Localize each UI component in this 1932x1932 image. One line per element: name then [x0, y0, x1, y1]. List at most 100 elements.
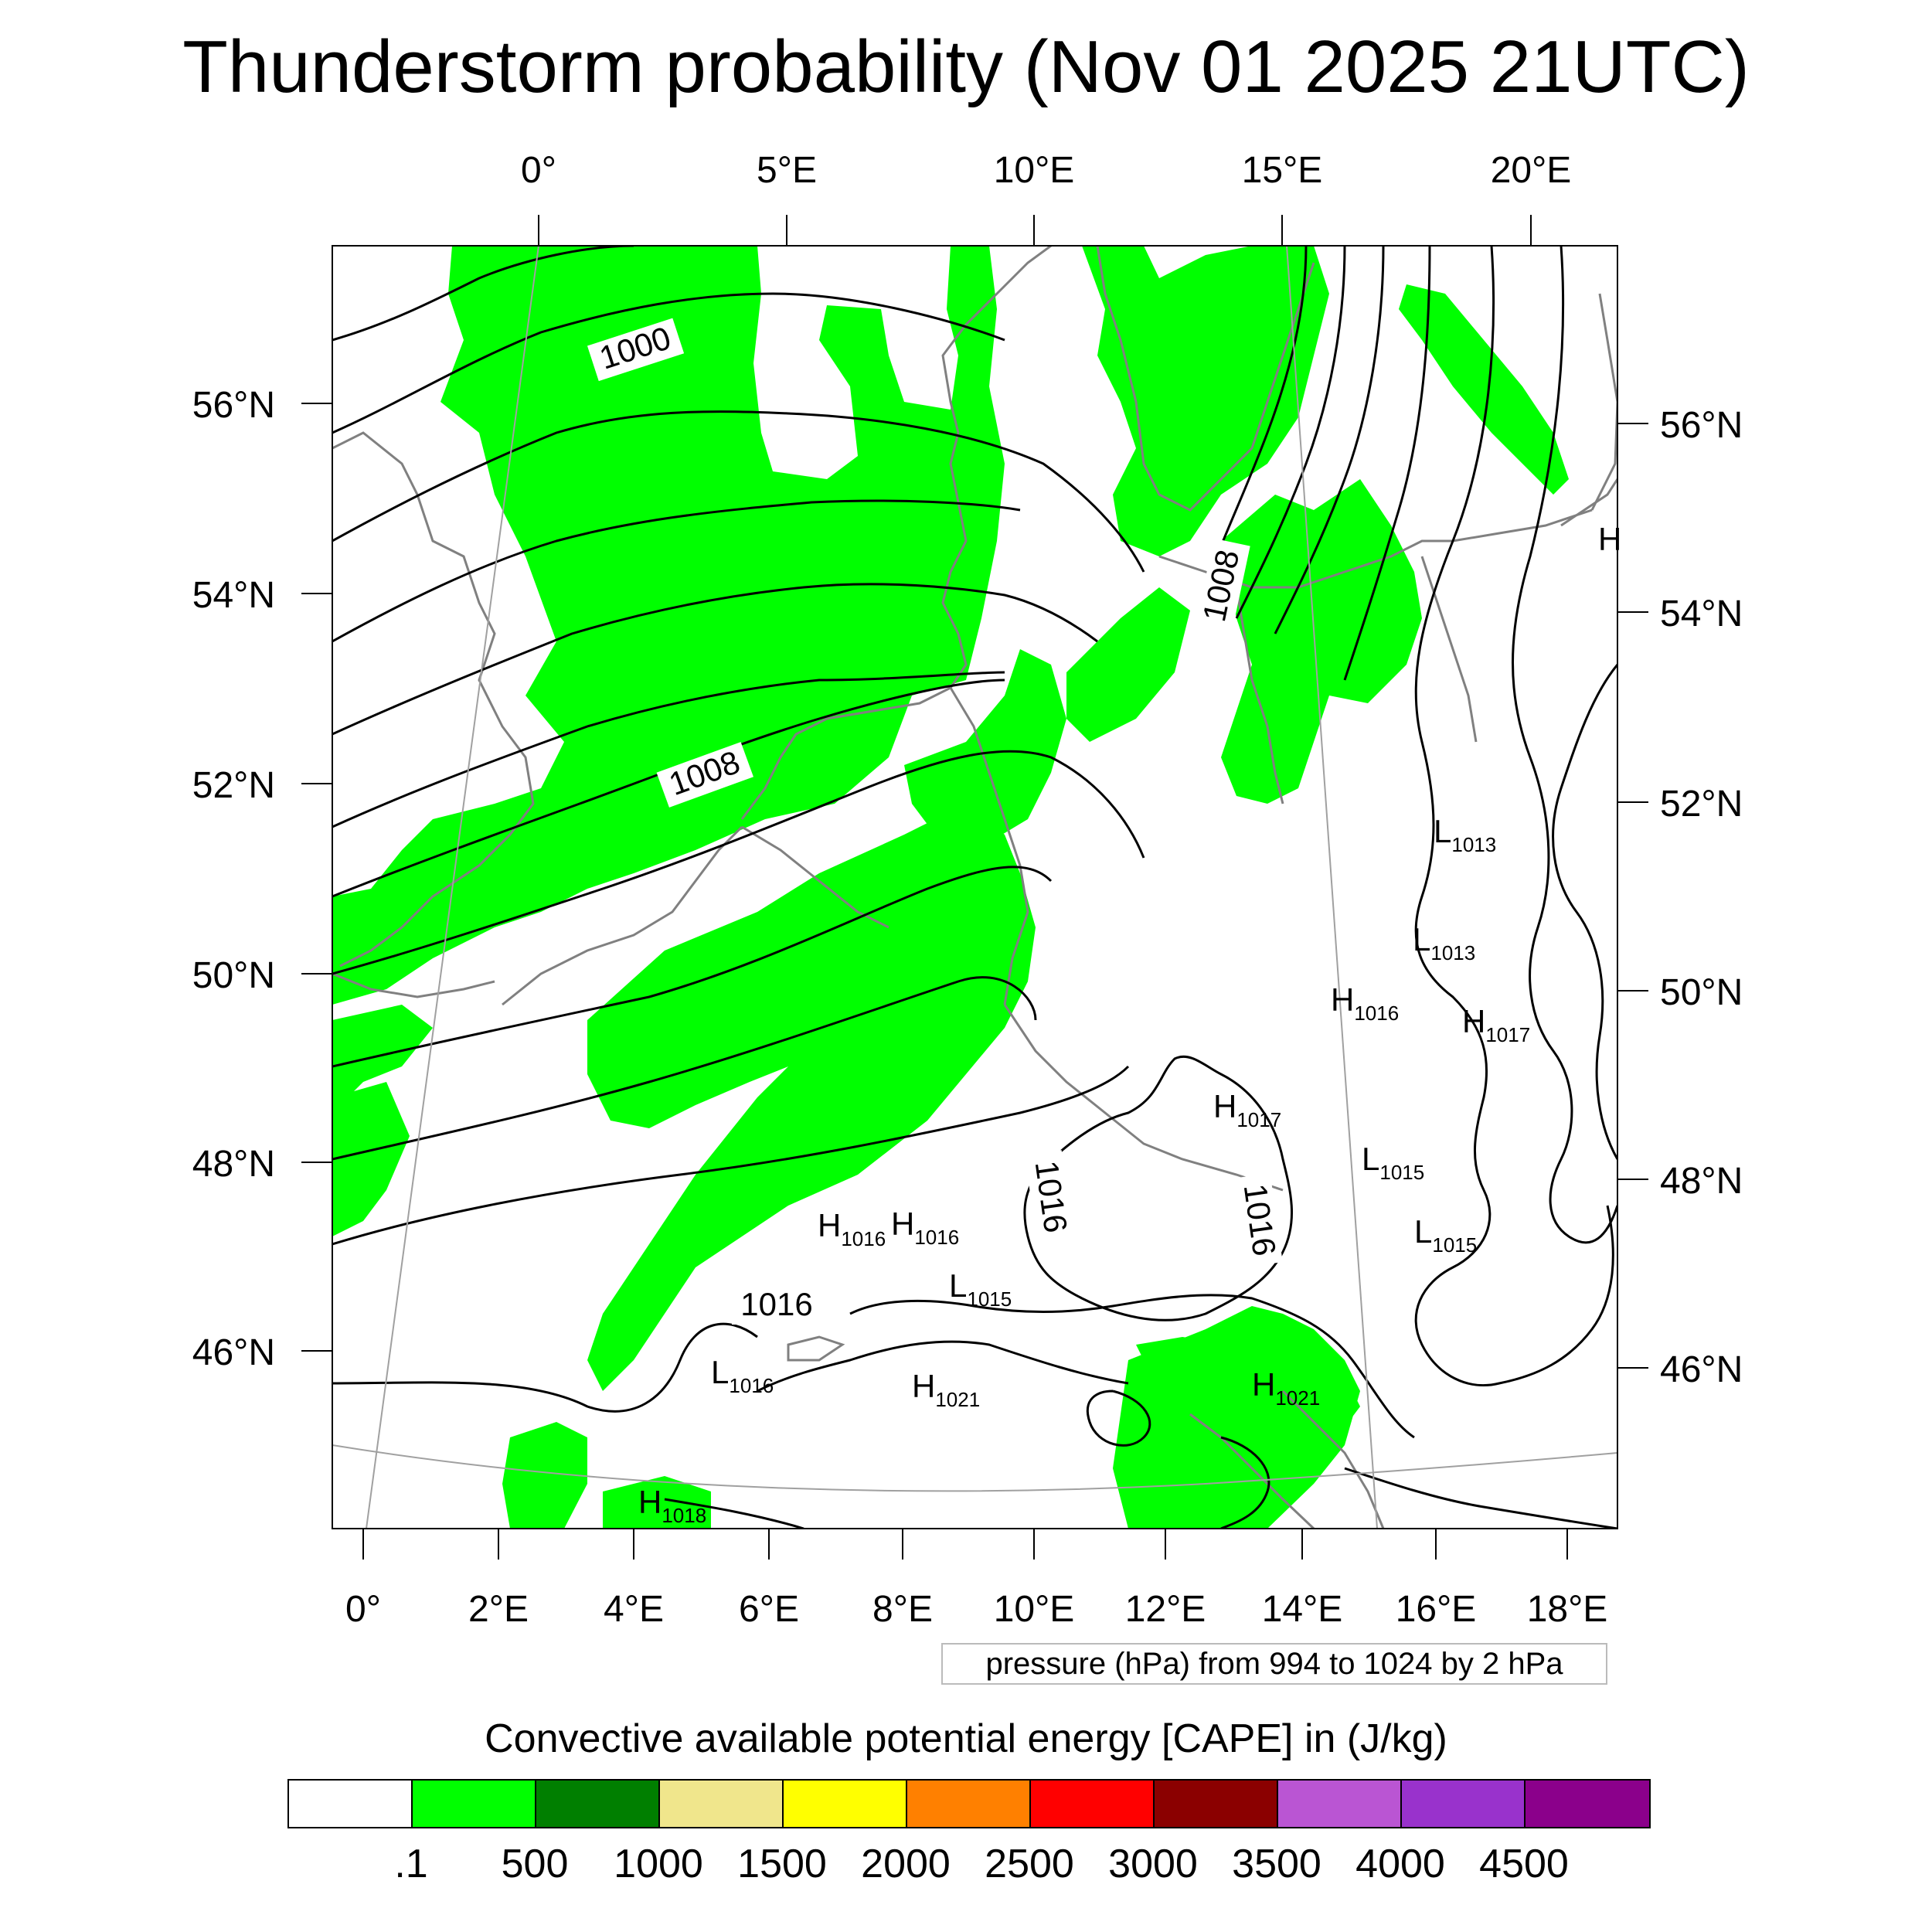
- bottom-longitude-labels: 0° 2°E 4°E 6°E 8°E 10°E 12°E 14°E 16°E 1…: [345, 1589, 1607, 1630]
- contour-info-note: pressure (hPa) from 994 to 1024 by 2 hPa: [941, 1643, 1607, 1685]
- coastlines: [332, 246, 1617, 1529]
- left-lat-label: 56°N: [192, 385, 275, 426]
- top-longitude-labels: 0° 5°E 10°E 15°E 20°E: [521, 150, 1571, 191]
- isobar-south-3: [757, 1340, 1129, 1393]
- left-latitude-labels: 56°N 54°N 52°N 50°N 48°N 46°N: [192, 385, 275, 1373]
- right-lat-label: 52°N: [1660, 784, 1743, 825]
- cape-region-channel: [332, 1005, 433, 1113]
- coast-netherlands: [740, 686, 951, 820]
- coast-italy-adriatic: [1189, 1413, 1315, 1529]
- isobar-j: [332, 976, 1037, 1161]
- colorbar-swatch: [784, 1781, 907, 1827]
- meridian-15e: [1286, 246, 1378, 1529]
- top-lon-label: 0°: [521, 150, 556, 191]
- cape-region-denmark: [1082, 246, 1329, 556]
- bottom-lon-label: 10°E: [994, 1589, 1075, 1630]
- isobar-south-4: [664, 1498, 804, 1529]
- pressure-center: H1018: [638, 1484, 706, 1527]
- isobar-label-text: 1016: [740, 1286, 812, 1322]
- cape-region-mediterranean: [603, 1476, 711, 1529]
- colorbar-swatch: [1278, 1781, 1402, 1827]
- isobar-d: [332, 499, 1021, 643]
- cape-region-corsica: [502, 1422, 587, 1529]
- bottom-lon-label: 14°E: [1262, 1589, 1343, 1630]
- cape-region-north-sea: [332, 246, 1005, 1005]
- colorbar-swatch: [660, 1781, 784, 1827]
- meridian-0: [366, 246, 539, 1529]
- colorbar-tick-label: 4000: [1355, 1842, 1445, 1886]
- coast-balkans: [1281, 1389, 1385, 1529]
- border-de: [949, 687, 1029, 1005]
- colorbar-swatch: [1031, 1781, 1155, 1827]
- coast-latvia: [1560, 478, 1617, 527]
- map-frame: [332, 245, 1618, 1529]
- isobar-a: [332, 246, 634, 342]
- isobar-south-5: [1086, 1389, 1151, 1447]
- tick-marks: [301, 215, 1648, 1560]
- isobar-b: [332, 292, 1005, 434]
- colorbar-tick-label: 4500: [1479, 1842, 1569, 1886]
- bottom-lon-label: 2°E: [468, 1589, 529, 1630]
- pressure-center: H1016: [1331, 981, 1399, 1025]
- pressure-center: H1021: [1252, 1366, 1320, 1410]
- right-lat-label: 54°N: [1660, 594, 1743, 634]
- top-lon-label: 20°E: [1491, 150, 1572, 191]
- lake-geneva: [787, 1335, 845, 1362]
- isobar-east-3: [1274, 246, 1385, 634]
- cape-region-france-west: [332, 1082, 410, 1236]
- colorbar-swatch: [536, 1781, 660, 1827]
- isobar-f: [332, 671, 1005, 828]
- colorbar-title: Convective available potential energy [C…: [485, 1716, 1447, 1761]
- isobar-south-2: [849, 1294, 1415, 1439]
- top-lon-label: 5°E: [757, 150, 817, 191]
- colorbar-tick-label: 500: [501, 1842, 569, 1886]
- isobars: [332, 246, 1617, 1529]
- cape-region-france-band: [587, 804, 1036, 1391]
- colorbar-swatch: [907, 1781, 1031, 1827]
- parallel-45n: [332, 1444, 1617, 1492]
- border-fr-be: [741, 825, 889, 929]
- left-lat-label: 46°N: [192, 1332, 275, 1373]
- isobar-e: [332, 583, 1098, 736]
- colorbar-swatch: [413, 1781, 536, 1827]
- coast-france-north: [502, 825, 743, 1006]
- colorbar-tick-label: 2000: [861, 1842, 951, 1886]
- right-latitude-labels: 56°N 54°N 52°N 50°N 48°N 46°N: [1660, 405, 1743, 1390]
- isobar-c: [332, 410, 1145, 573]
- left-lat-label: 48°N: [192, 1144, 275, 1185]
- cape-region-balkan: [1252, 1352, 1360, 1437]
- coast-poland-east: [1420, 556, 1478, 743]
- coast-britain-south: [332, 972, 495, 998]
- pressure-center: L1013: [1413, 921, 1475, 964]
- isobar-south-6: [1220, 1436, 1270, 1529]
- isobar-1016-central: [1023, 1055, 1294, 1321]
- left-lat-label: 50°N: [192, 955, 275, 996]
- border-alps: [1003, 1004, 1284, 1192]
- pressure-center: L1015: [1414, 1213, 1477, 1257]
- isobar-i: [332, 866, 1053, 1068]
- coast-germany-north: [941, 432, 968, 689]
- colorbar-swatch: [289, 1781, 413, 1827]
- isobar-east-7: [1552, 664, 1617, 1160]
- colorbar-tick-label: 2500: [985, 1842, 1074, 1886]
- pressure-center: H1021: [912, 1368, 980, 1411]
- cape-region-germany-north: [1066, 587, 1190, 742]
- colorbar: [287, 1779, 1651, 1828]
- colorbar-tick-label: .1: [394, 1842, 428, 1886]
- pressure-center: L1015: [1362, 1141, 1424, 1184]
- map-plot-area: [332, 246, 1617, 1529]
- pressure-center: L1015: [949, 1267, 1012, 1311]
- isobar-h: [332, 750, 1145, 975]
- pressure-centers: L1013 L1013 H1016 H1017 H1017 L1015 L101…: [638, 521, 1621, 1527]
- pressure-center: H1016: [891, 1206, 959, 1249]
- isobar-east-4: [1343, 246, 1431, 681]
- isobar-label-1016-central: 1016: [1025, 1150, 1074, 1244]
- cape-region-lowcountries: [904, 649, 1066, 842]
- colorbar-swatch: [1402, 1781, 1526, 1827]
- cape-region-baltic: [1399, 284, 1569, 495]
- bottom-lon-label: 0°: [345, 1589, 381, 1630]
- cape-region-poland: [1221, 479, 1422, 804]
- colorbar-tick-label: 1500: [737, 1842, 827, 1886]
- map-title: Thunderstorm probability (Nov 01 2025 21…: [182, 26, 1750, 108]
